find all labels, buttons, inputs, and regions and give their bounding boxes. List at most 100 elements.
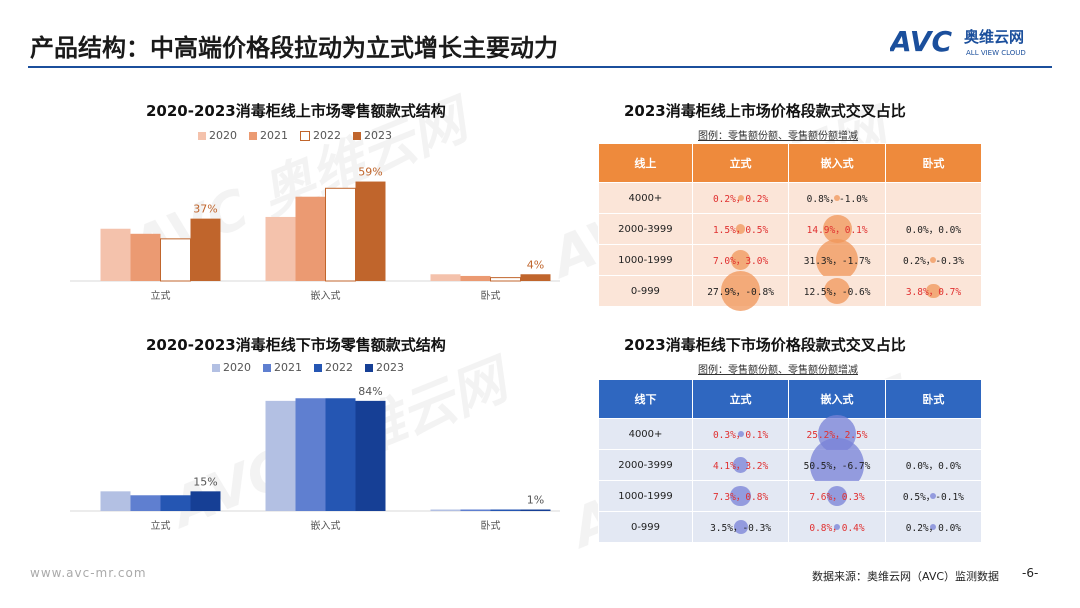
bar-2023-卧式 [520,509,551,511]
offline-bar-chart: 15% 立式 84% 嵌入式 1% 卧式 [70,385,560,532]
cell-value: 0.8%，0.4% [809,523,865,534]
bar-2023-卧式 [520,274,551,281]
cell-value: 31.3%，-1.7% [803,256,871,267]
bar-2022-嵌入式 [325,187,356,282]
data-label: 37% [193,203,217,216]
data-label: 1% [527,494,544,507]
row-label: 2000-3999 [598,213,693,245]
cell-value: 0.2%，0.2% [712,194,769,205]
page-number: -6- [1022,566,1039,580]
table-cell: 3.8%，0.7% [884,275,983,307]
offline-bar-chart-title: 2020-2023消毒柜线下市场零售额款式结构 [146,336,446,354]
column-header: 线下 [598,379,693,419]
category-label: 立式 [151,289,171,302]
table-cell: 0.3%，0.1% [691,418,790,450]
category-label: 嵌入式 [311,519,341,532]
cell-value: 1.5%，0.5% [712,225,769,236]
table-cell: 14.9%，0.1% [788,213,886,245]
cell-value: 7.3%，0.8% [712,492,769,503]
data-label: 15% [193,475,217,488]
legend-item: 2022 [300,129,341,142]
bar-2022-立式 [160,238,191,282]
bar-2022-卧式 [490,509,521,511]
table-cell: 50.5%，-6.7% [788,438,886,492]
table-row: 4000+ 0.3%，0.1% 25.2%，2.5% [598,415,983,453]
table-cell: 1.5%，0.5% [691,213,790,245]
bar-2020-嵌入式 [265,216,296,281]
legend-swatch [353,131,361,140]
share-bubble [822,214,852,244]
bar-2021-嵌入式 [295,196,326,281]
cell-value: 12.5%，-0.6% [803,287,871,298]
data-label: 59% [358,166,382,179]
cell-value: 7.0%，3.0% [712,256,769,267]
bar-2021-卧式 [460,509,491,511]
legend-swatch [314,363,322,372]
online-table-legend-note: 图例：零售额份额、零售额份额增减 [698,131,858,142]
table-cell: 0.8%，0.4% [788,511,886,543]
offline-chart-legend: 2020 2021 2022 2023 [212,361,404,374]
cell-value: 0.0%，0.0% [905,225,962,236]
legend-label: 2023 [364,129,392,142]
legend-swatch [198,131,206,140]
footer-url[interactable]: www.avc-mr.com [30,566,147,580]
legend-label: 2020 [209,129,237,142]
table-cell: 0.5%，-0.1% [884,480,983,512]
bar-2023-立式 [190,491,221,511]
column-header: 立式 [691,143,790,183]
cell-value: 0.5%，-0.1% [902,492,964,503]
logo-cn: 奥维云网 [964,28,1024,46]
table-cell: 7.6%，0.3% [788,480,886,512]
title-divider [28,66,1052,68]
bar-2020-嵌入式 [265,400,296,511]
online-chart-legend: 2020 2021 2022 2023 [198,129,392,142]
share-bubble [737,195,744,201]
offline-cross-table: 线下 立式 嵌入式 卧式 4000+ 0.3%，0.1% 25.2%，2.5% 2000-39… [598,379,983,543]
table-header-row: 线上 立式 嵌入式 卧式 [598,143,983,183]
table-cell: 4.1%，3.2% [691,449,790,481]
share-bubble [737,431,744,437]
table-row: 4000+ 0.2%，0.2% 0.8%，-1.0% [598,182,983,214]
cell-value: 0.8%，-1.0% [806,194,868,205]
bar-2020-立式 [100,491,131,511]
category-label: 卧式 [481,289,501,302]
column-header: 嵌入式 [788,143,886,183]
table-row: 0-999 3.5%，-0.3% 0.8%，0.4% 0.2%，0.0% [598,511,983,543]
cell-value: 7.6%，0.3% [809,492,865,503]
online-bar-chart-title: 2020-2023消毒柜线上市场零售额款式结构 [146,102,446,120]
share-bubble [732,457,749,473]
legend-label: 2021 [260,129,288,142]
table-row: 2000-3999 1.5%，0.5% 14.9%，0.1% 0.0%，0.0% [598,213,983,245]
category-label: 卧式 [481,519,501,532]
table-row: 1000-1999 7.3%，0.8% 7.6%，0.3% 0.5%，-0.1% [598,480,983,512]
bar-2021-立式 [130,495,161,511]
offline-table-legend-note: 图例：零售额份额、零售额份额增减 [698,365,858,376]
bar-2022-卧式 [490,277,521,282]
table-cell: 7.3%，0.8% [691,480,790,512]
share-bubble [930,493,937,499]
legend-item: 2022 [314,361,353,374]
column-header: 线上 [598,143,693,183]
table-header-row: 线下 立式 嵌入式 卧式 [598,379,983,419]
row-label: 1000-1999 [598,244,693,276]
bar-2020-立式 [100,228,131,281]
bar-2023-嵌入式 [355,181,386,281]
column-header: 卧式 [884,379,983,419]
cell-value: 0.2%，-0.3% [902,256,964,267]
cell-value: 0.0%，0.0% [905,461,962,472]
table-cell: 27.9%，-0.8% [691,271,790,311]
table-cell: 0.8%，-1.0% [788,182,886,214]
share-bubble [735,224,746,234]
table-cell: 31.3%，-1.7% [788,239,886,281]
share-bubble [930,524,937,530]
table-row: 2000-3999 4.1%，3.2% 50.5%，-6.7% 0.0%，0.0% [598,438,983,492]
table-cell: 0.0%，0.0% [884,213,983,245]
table-cell [884,182,983,214]
legend-item: 2020 [212,361,251,374]
online-cross-table-title: 2023消毒柜线上市场价格段款式交叉占比 [624,102,906,120]
legend-label: 2022 [313,129,341,142]
cell-value: 3.8%，0.7% [905,287,962,298]
cell-value: 4.1%，3.2% [712,461,769,472]
bar-2022-嵌入式 [325,398,356,511]
share-bubble [816,239,859,281]
